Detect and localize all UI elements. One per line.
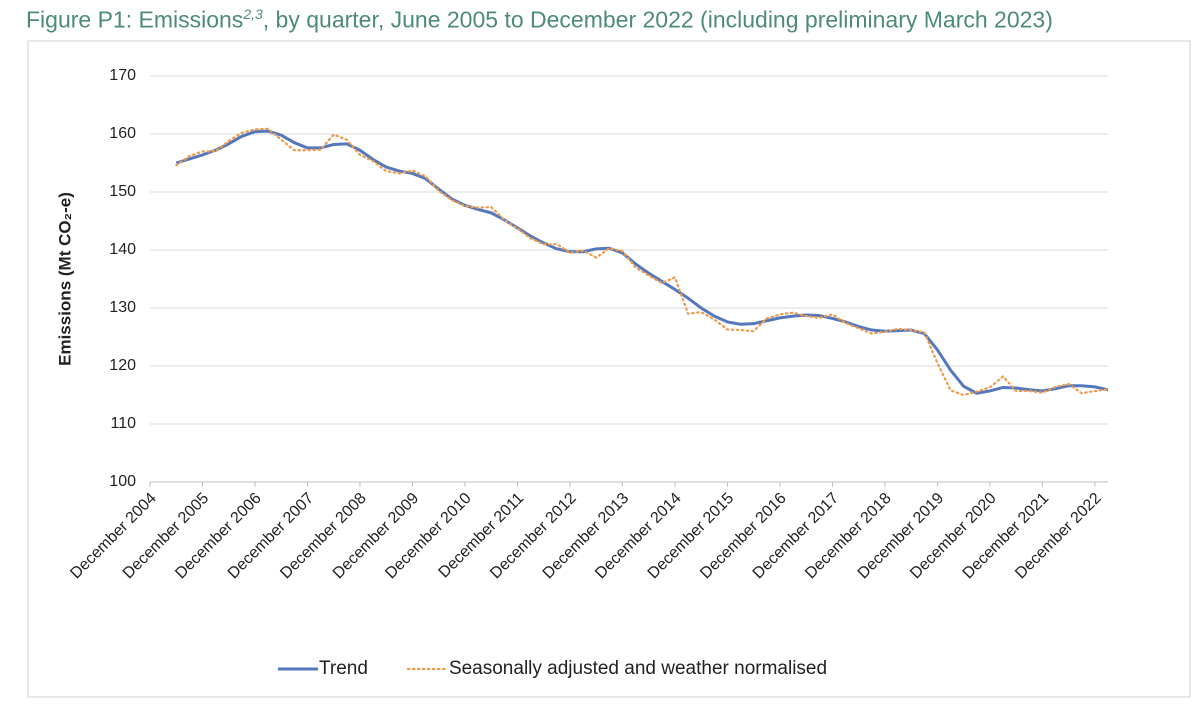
- x-tick-label: December 2004: [67, 490, 160, 583]
- chart-border: [27, 40, 1191, 698]
- title-superscript: 2,3: [243, 6, 263, 22]
- y-tick-label: 120: [109, 357, 136, 374]
- series-line: [175, 129, 1109, 395]
- legend-label: Trend: [319, 658, 368, 679]
- y-tick-label: 130: [109, 299, 136, 316]
- y-tick-label: 160: [109, 125, 136, 142]
- y-tick-label: 140: [109, 241, 136, 258]
- y-tick-label: 170: [109, 67, 136, 84]
- title-text: Figure P1: Emissions: [26, 6, 244, 33]
- chart-title: Figure P1: Emissions2,3, by quarter, Jun…: [26, 6, 1053, 34]
- y-tick-label: 150: [109, 183, 136, 200]
- legend-label: Seasonally adjusted and weather normalis…: [449, 658, 827, 679]
- y-axis-title: Emissions (Mt CO₂-e): [55, 192, 74, 366]
- y-tick-label: 100: [109, 473, 136, 490]
- y-tick-label: 110: [110, 415, 136, 432]
- series-line: [175, 127, 1110, 397]
- title-text: , by quarter, June 2005 to December 2022…: [262, 6, 1053, 33]
